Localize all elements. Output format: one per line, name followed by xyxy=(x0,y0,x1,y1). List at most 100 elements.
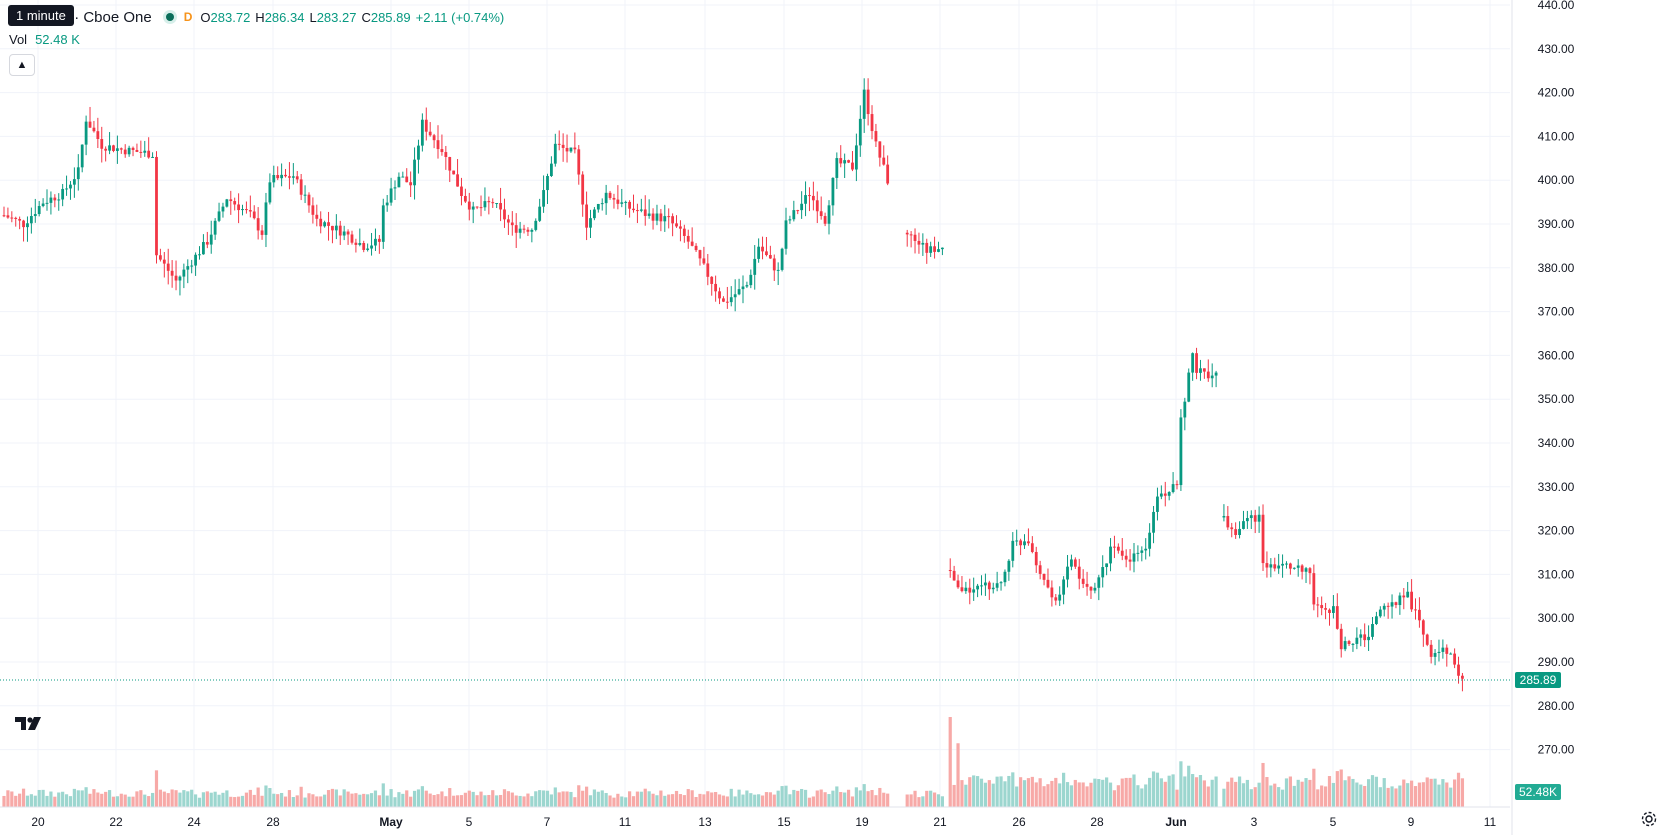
volume-bar xyxy=(76,790,80,807)
volume-bar xyxy=(1210,779,1214,807)
candle-body xyxy=(1242,521,1245,529)
volume-bar xyxy=(283,796,288,807)
volume-bar xyxy=(706,791,710,807)
candle-body xyxy=(780,248,784,270)
volume-bar xyxy=(1343,780,1347,807)
candle-body xyxy=(417,145,420,160)
candle-body xyxy=(968,587,972,593)
volume-bar xyxy=(991,783,995,807)
market-status[interactable] xyxy=(160,13,174,21)
volume-bar xyxy=(1226,781,1230,807)
candle-body xyxy=(213,220,217,235)
candle-body xyxy=(1077,566,1081,579)
x-tick-label: 24 xyxy=(187,815,201,829)
volume-bar xyxy=(1406,783,1410,807)
volume-bar xyxy=(45,795,49,807)
volume-bar xyxy=(193,794,198,807)
volume-bar xyxy=(1112,790,1117,807)
candle-body xyxy=(323,222,327,227)
candle-body xyxy=(1339,628,1343,650)
volume-bar xyxy=(780,786,784,807)
candle-body xyxy=(147,150,151,158)
candle-body xyxy=(819,211,823,217)
volume-bar xyxy=(721,795,726,807)
tradingview-logo-icon[interactable] xyxy=(14,713,44,735)
gear-icon[interactable] xyxy=(1640,810,1658,828)
volume-bar xyxy=(131,796,135,807)
candle-body xyxy=(1457,664,1460,676)
interval-flag[interactable]: D xyxy=(183,10,193,24)
volume-bar xyxy=(1148,777,1152,807)
candle-body xyxy=(1394,602,1398,606)
time-axis[interactable]: 20 22 24 28 May 5 7 11 13 15 19 21 26 28 Jun 3 5 9 11 xyxy=(0,806,1510,829)
x-tick-label: 21 xyxy=(933,815,947,829)
volume-bar xyxy=(807,797,812,807)
candle-body xyxy=(854,145,858,170)
price-axis[interactable]: 440.00 430.00 420.00 410.00 400.00 390.00 380.… xyxy=(1511,0,1575,835)
volume-bar xyxy=(929,790,933,807)
candle-body xyxy=(757,246,761,259)
candle-body xyxy=(237,204,240,211)
x-tick-label: Jun xyxy=(1165,815,1186,829)
candle-body xyxy=(1163,493,1167,496)
candle-body xyxy=(561,144,565,148)
volume-bar xyxy=(631,796,636,807)
candle-body xyxy=(108,145,111,151)
chart-grid xyxy=(0,0,1510,807)
volume-bar xyxy=(1151,771,1156,807)
candle-body xyxy=(1402,595,1406,598)
candle-body xyxy=(1261,514,1265,564)
volume-bar xyxy=(381,783,385,807)
volume-bar xyxy=(882,792,886,807)
volume-bar xyxy=(1214,776,1218,807)
volume-bar xyxy=(366,794,370,807)
candle-body xyxy=(616,199,620,204)
candle-body xyxy=(882,157,886,165)
candle-body xyxy=(1116,546,1120,551)
candle-body xyxy=(1320,605,1324,609)
candle-body xyxy=(522,228,526,230)
collapse-legend-button[interactable]: ▲ xyxy=(9,54,35,76)
volume-bar xyxy=(1030,776,1034,807)
volume-bar xyxy=(729,788,733,807)
candle-body xyxy=(1011,540,1015,561)
volume-bar xyxy=(1097,779,1101,807)
volume-bar xyxy=(405,790,409,807)
volume-bar xyxy=(135,791,139,807)
y-tick-label: 320.00 xyxy=(1538,524,1575,538)
candle-body xyxy=(2,215,6,217)
candle-body xyxy=(1034,551,1038,566)
candle-body xyxy=(765,251,768,256)
volume-bar xyxy=(268,788,272,807)
candle-body xyxy=(1120,550,1124,556)
volume-bar xyxy=(733,796,737,807)
volume-bar xyxy=(1042,786,1046,807)
candle-body xyxy=(577,149,581,175)
candle-body xyxy=(1461,675,1464,679)
volume-bar xyxy=(549,794,553,807)
candle-body xyxy=(1140,550,1144,553)
volume-bar xyxy=(819,789,823,807)
volume-bar xyxy=(72,788,76,807)
volume-bar xyxy=(588,795,593,807)
x-tick-label: 9 xyxy=(1408,815,1415,829)
volume-bar xyxy=(1011,772,1015,807)
candle-body xyxy=(174,275,178,281)
volume-bar xyxy=(123,794,127,807)
volume-bar xyxy=(975,776,980,807)
volume-bar xyxy=(753,794,757,807)
volume-bar xyxy=(643,788,647,807)
y-tick-label: 360.00 xyxy=(1538,348,1575,362)
volume-bar xyxy=(1034,782,1038,807)
candle-body xyxy=(862,89,866,119)
candle-body xyxy=(178,276,182,281)
volume-bar xyxy=(1437,784,1441,807)
volume-bar xyxy=(815,790,819,807)
volume-bar xyxy=(354,793,358,807)
volume-bar xyxy=(416,789,421,807)
volume-bar xyxy=(1116,785,1120,807)
volume-bar xyxy=(14,795,18,807)
volume-bar xyxy=(1222,788,1226,807)
candle-body xyxy=(714,283,718,292)
